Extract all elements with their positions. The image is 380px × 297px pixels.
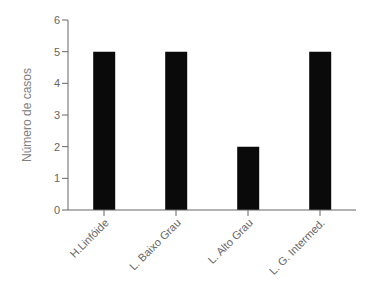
svg-text:H.Linfóide: H.Linfóide [67,216,111,260]
svg-text:6: 6 [54,14,60,26]
svg-text:0: 0 [54,204,60,216]
svg-text:Número de casos: Número de casos [20,68,34,162]
svg-text:L. Baixo Grau: L. Baixo Grau [127,216,183,272]
svg-text:5: 5 [54,46,60,58]
svg-text:3: 3 [54,109,60,121]
svg-text:2: 2 [54,141,60,153]
svg-text:1: 1 [54,172,60,184]
svg-text:L. G. Intermed.: L. G. Intermed. [267,216,327,276]
svg-text:4: 4 [54,77,60,89]
svg-text:L. Alto Grau: L. Alto Grau [205,216,255,266]
